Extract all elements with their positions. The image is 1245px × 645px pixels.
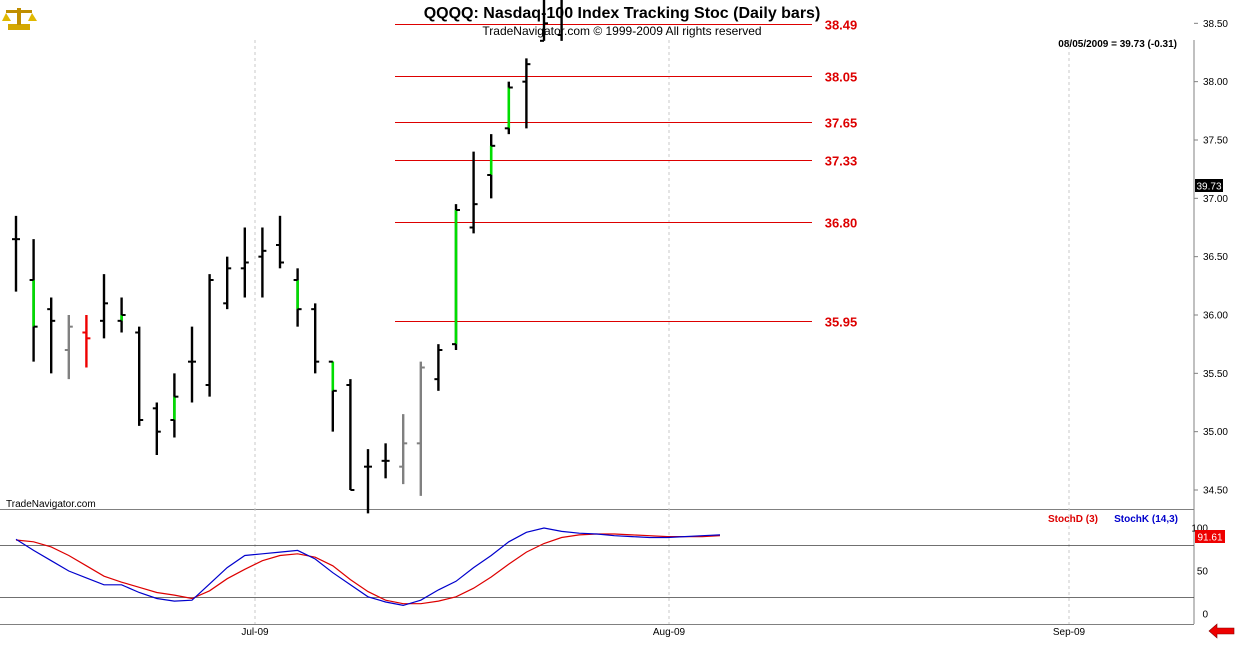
ohlc-bar	[434, 344, 443, 391]
stoch-axis: 0 50 100	[1191, 524, 1208, 621]
y-tick-label: 37.00	[1203, 194, 1228, 205]
ohlc-bar	[170, 373, 179, 438]
ohlc-bar	[311, 303, 320, 374]
ohlc-bar	[469, 151, 478, 234]
stoch-tick-label: 0	[1202, 610, 1208, 621]
stoch-k-line	[15, 527, 721, 607]
ohlc-bar	[258, 227, 267, 298]
ohlc-bar	[293, 268, 302, 327]
level-label: 38.49	[825, 18, 858, 33]
ohlc-bar	[100, 274, 108, 339]
ohlc-bar	[117, 297, 126, 333]
scales-icon	[2, 8, 37, 30]
ohlc-bar	[82, 314, 91, 368]
watermark: TradeNavigator.com	[6, 499, 96, 510]
stoch-value-badge	[1195, 530, 1225, 543]
x-tick-label: Jul-09	[241, 627, 269, 638]
ohlc-bar	[205, 274, 214, 397]
y-tick-label: 38.00	[1203, 77, 1228, 88]
ohlc-bar	[416, 361, 425, 496]
time-axis: Jul-09 Aug-09 Sep-09	[241, 627, 1085, 638]
ohlc-bar	[135, 326, 144, 426]
ohlc-bar	[504, 81, 513, 135]
level-label: 37.65	[825, 116, 858, 131]
ohlc-bar	[328, 360, 337, 432]
y-tick-label: 37.50	[1203, 135, 1228, 146]
level-label: 36.80	[825, 216, 858, 231]
ohlc-bar	[381, 443, 390, 479]
ohlc-bars	[12, 0, 563, 514]
x-tick-label: Aug-09	[653, 627, 686, 638]
ohlc-bar	[276, 215, 284, 269]
ohlc-bar	[487, 134, 496, 199]
ohlc-bar	[240, 227, 249, 298]
ohlc-bar	[152, 402, 161, 455]
vertical-gridlines	[254, 40, 1070, 624]
chart-title: QQQQ: Nasdaq-100 Index Tracking Stoc (Da…	[424, 5, 821, 22]
price-axis: 34.50 35.00 35.50 36.00 36.50 37.00 37.50 38.00…	[1194, 19, 1228, 497]
stoch-reference-lines	[0, 545, 1194, 598]
stoch-value-label: 91.61	[1197, 533, 1222, 544]
level-lines: 41.5641.1740.2738.4938.0537.6537.3336.80…	[395, 18, 858, 330]
ohlc-bar	[452, 204, 460, 350]
ohlc-bar	[557, 0, 563, 41]
y-tick-label: 36.50	[1203, 252, 1228, 263]
stoch-tick-label: 100	[1191, 524, 1208, 535]
last-quote-label: 08/05/2009 = 39.73 (-0.31)	[1058, 39, 1177, 50]
level-label: 37.33	[825, 154, 858, 169]
ohlc-bar	[399, 414, 408, 485]
ohlc-bar	[188, 326, 196, 403]
legend-stoch-d: StochD (3)	[1048, 514, 1098, 525]
legend-stoch-k: StochK (14,3)	[1114, 514, 1178, 525]
y-tick-label: 35.00	[1203, 427, 1228, 438]
y-tick-label: 34.50	[1203, 486, 1228, 497]
x-tick-label: Sep-09	[1053, 627, 1086, 638]
ohlc-bar	[346, 379, 355, 491]
y-tick-label: 36.00	[1203, 310, 1228, 321]
ohlc-bar	[47, 297, 56, 374]
ohlc-bar	[223, 256, 232, 310]
y-tick-label: 35.50	[1203, 369, 1228, 380]
ohlc-bar	[522, 58, 531, 129]
ohlc-bar	[64, 314, 73, 380]
ohlc-bar	[12, 215, 20, 292]
ohlc-bar	[29, 239, 38, 362]
ohlc-bar	[364, 449, 372, 514]
level-label: 38.05	[825, 70, 858, 85]
y-tick-label: 38.50	[1203, 19, 1228, 30]
chart-subtitle: TradeNavigator.com © 1999-2009 All right…	[482, 24, 761, 38]
current-price-badge	[1195, 179, 1223, 192]
left-arrow-icon[interactable]	[1205, 623, 1237, 639]
stoch-tick-label: 50	[1197, 567, 1209, 578]
ohlc-bar	[540, 0, 548, 42]
level-label: 35.95	[825, 315, 858, 330]
current-price-label: 39.73	[1196, 182, 1221, 193]
